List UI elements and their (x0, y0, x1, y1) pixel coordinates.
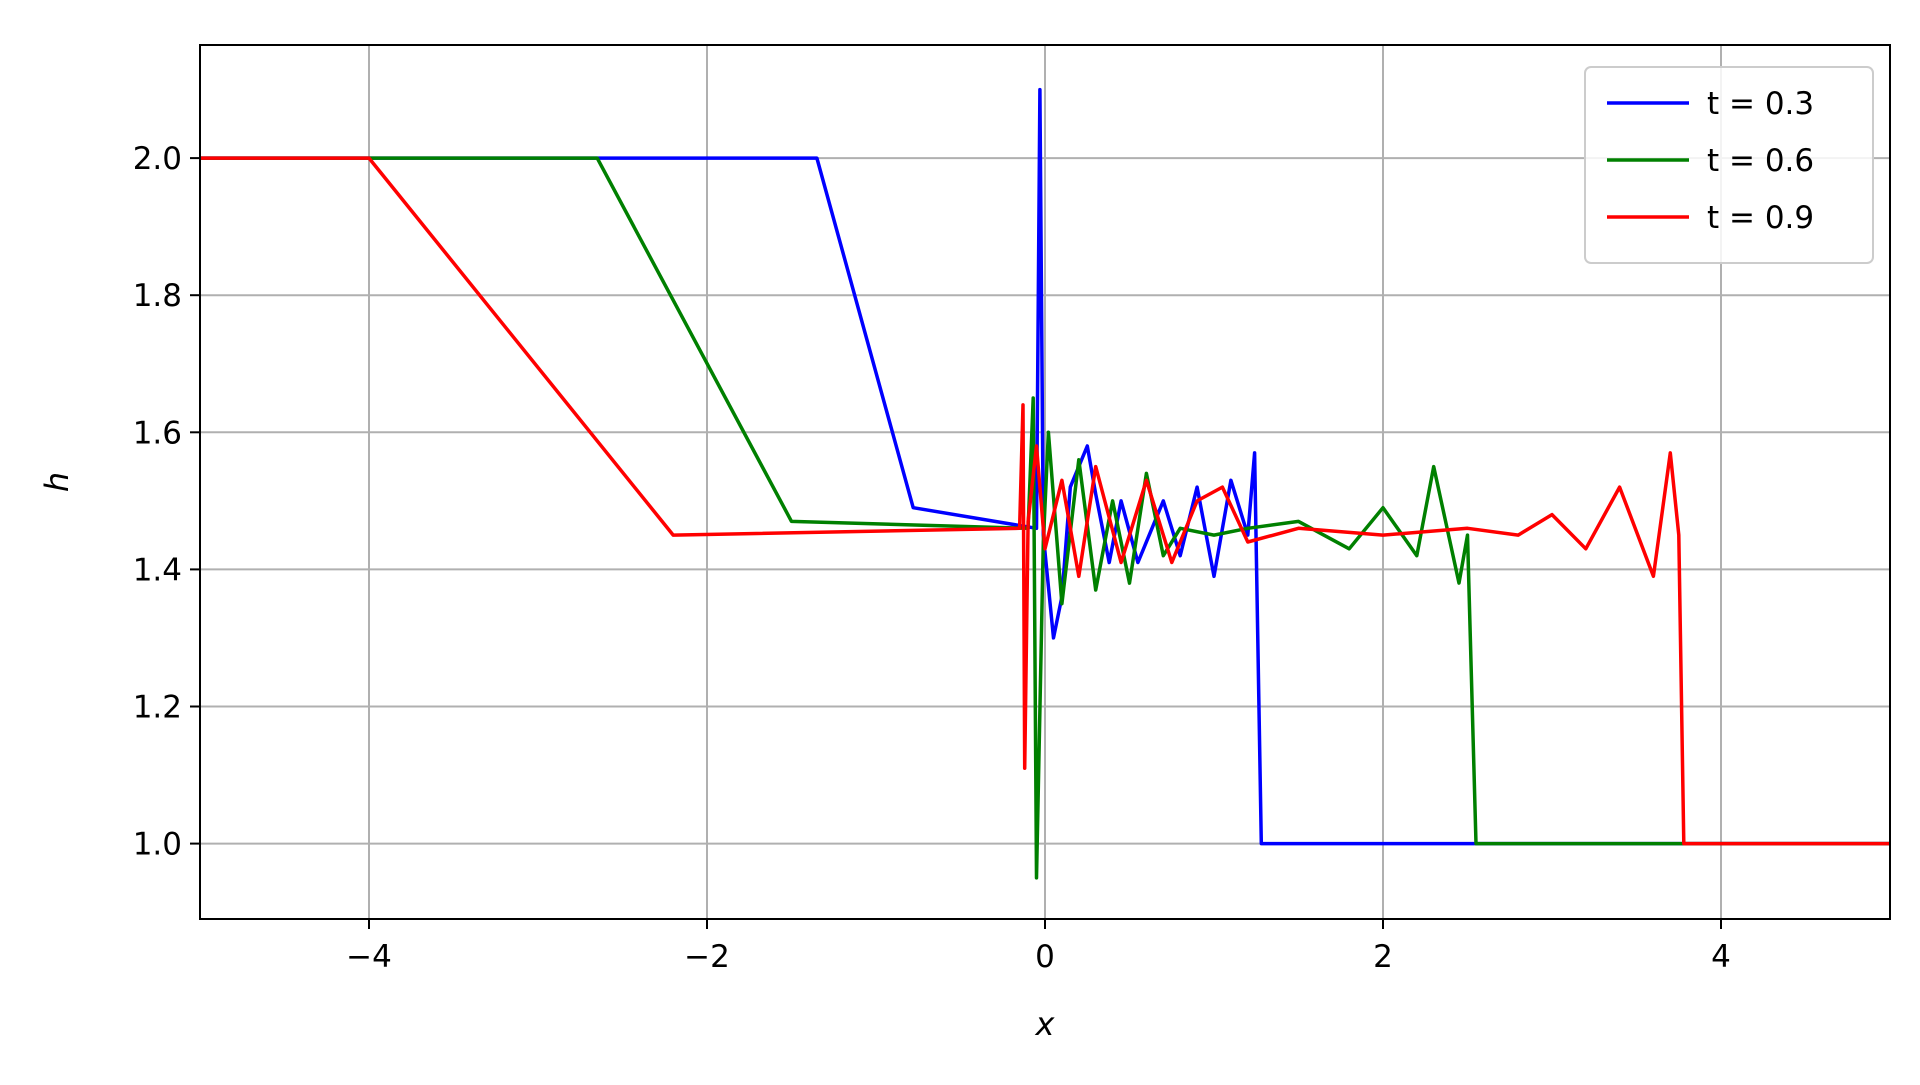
x-tick-label: −2 (684, 939, 730, 975)
y-tick-label: 1.2 (133, 689, 182, 725)
x-tick-label: 0 (1035, 939, 1055, 975)
series-line-2 (200, 156, 1890, 880)
legend-label: t = 0.3 (1707, 86, 1814, 122)
x-tick-label: 2 (1373, 939, 1393, 975)
x-tick-label: 4 (1711, 939, 1731, 975)
series-line-3 (200, 156, 1890, 846)
y-axis-label: h (38, 472, 76, 492)
series-lines (200, 87, 1890, 880)
legend-label: t = 0.9 (1707, 200, 1814, 236)
y-tick-label: 1.4 (133, 552, 182, 588)
y-tick-label: 1.8 (133, 278, 182, 314)
legend-box (1584, 66, 1874, 264)
x-axis-label: x (1035, 1005, 1056, 1043)
x-tick-label: −4 (346, 939, 392, 975)
y-tick-label: 2.0 (133, 141, 182, 177)
legend: t = 0.3 t = 0.6 t = 0.9 (1584, 66, 1874, 264)
axis-ticks: −4 −2 0 2 4 1.0 1.2 1.4 1.6 1.8 2.0 (133, 141, 1731, 975)
y-tick-label: 1.0 (133, 827, 182, 863)
y-tick-label: 1.6 (133, 415, 182, 451)
legend-label: t = 0.6 (1707, 143, 1814, 179)
